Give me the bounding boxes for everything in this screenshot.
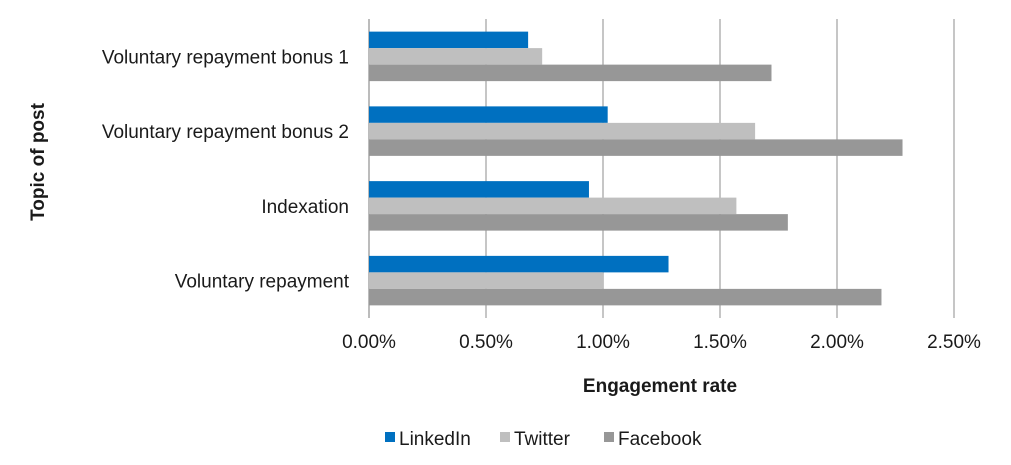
x-tick-label: 2.00% bbox=[810, 332, 864, 353]
x-tick-label: 1.00% bbox=[576, 332, 630, 353]
category-label: Voluntary repayment bbox=[175, 272, 350, 293]
x-tick-labels: 0.00% 0.50% 1.00% 1.50% 2.00% 2.50% bbox=[342, 332, 981, 353]
x-tick-label: 1.50% bbox=[693, 332, 747, 353]
legend-swatch-facebook bbox=[604, 432, 614, 442]
category-labels: Voluntary repayment bonus 1 Voluntary rep… bbox=[102, 47, 350, 292]
bar-facebook-4 bbox=[369, 288, 882, 306]
bar-linkedin-1 bbox=[369, 31, 529, 49]
x-tick-label: 2.50% bbox=[927, 332, 981, 353]
bar-linkedin-4 bbox=[369, 255, 669, 273]
bar-facebook-2 bbox=[369, 139, 903, 156]
x-axis-title: Engagement rate bbox=[583, 376, 737, 397]
bar-facebook-1 bbox=[369, 64, 772, 82]
bars bbox=[369, 31, 903, 306]
bar-facebook-3 bbox=[369, 214, 788, 231]
y-axis-title: Topic of post bbox=[28, 102, 49, 221]
bar-twitter-2 bbox=[369, 122, 756, 140]
x-tick-label: 0.00% bbox=[342, 332, 396, 353]
legend: LinkedIn Twitter Facebook bbox=[385, 429, 702, 450]
legend-swatch-twitter bbox=[500, 432, 510, 442]
x-tick-label: 0.50% bbox=[459, 332, 513, 353]
legend-label-twitter: Twitter bbox=[514, 429, 571, 450]
category-label: Indexation bbox=[261, 197, 349, 218]
legend-label-linkedin: LinkedIn bbox=[399, 429, 471, 450]
bar-twitter-1 bbox=[369, 48, 543, 65]
bar-linkedin-2 bbox=[369, 106, 608, 123]
category-label: Voluntary repayment bonus 2 bbox=[102, 122, 349, 143]
legend-swatch-linkedin bbox=[385, 432, 395, 442]
bar-linkedin-3 bbox=[369, 181, 589, 198]
legend-label-facebook: Facebook bbox=[618, 429, 702, 450]
bar-twitter-3 bbox=[369, 197, 737, 215]
category-label: Voluntary repayment bonus 1 bbox=[102, 47, 349, 68]
bar-twitter-4 bbox=[369, 272, 603, 289]
